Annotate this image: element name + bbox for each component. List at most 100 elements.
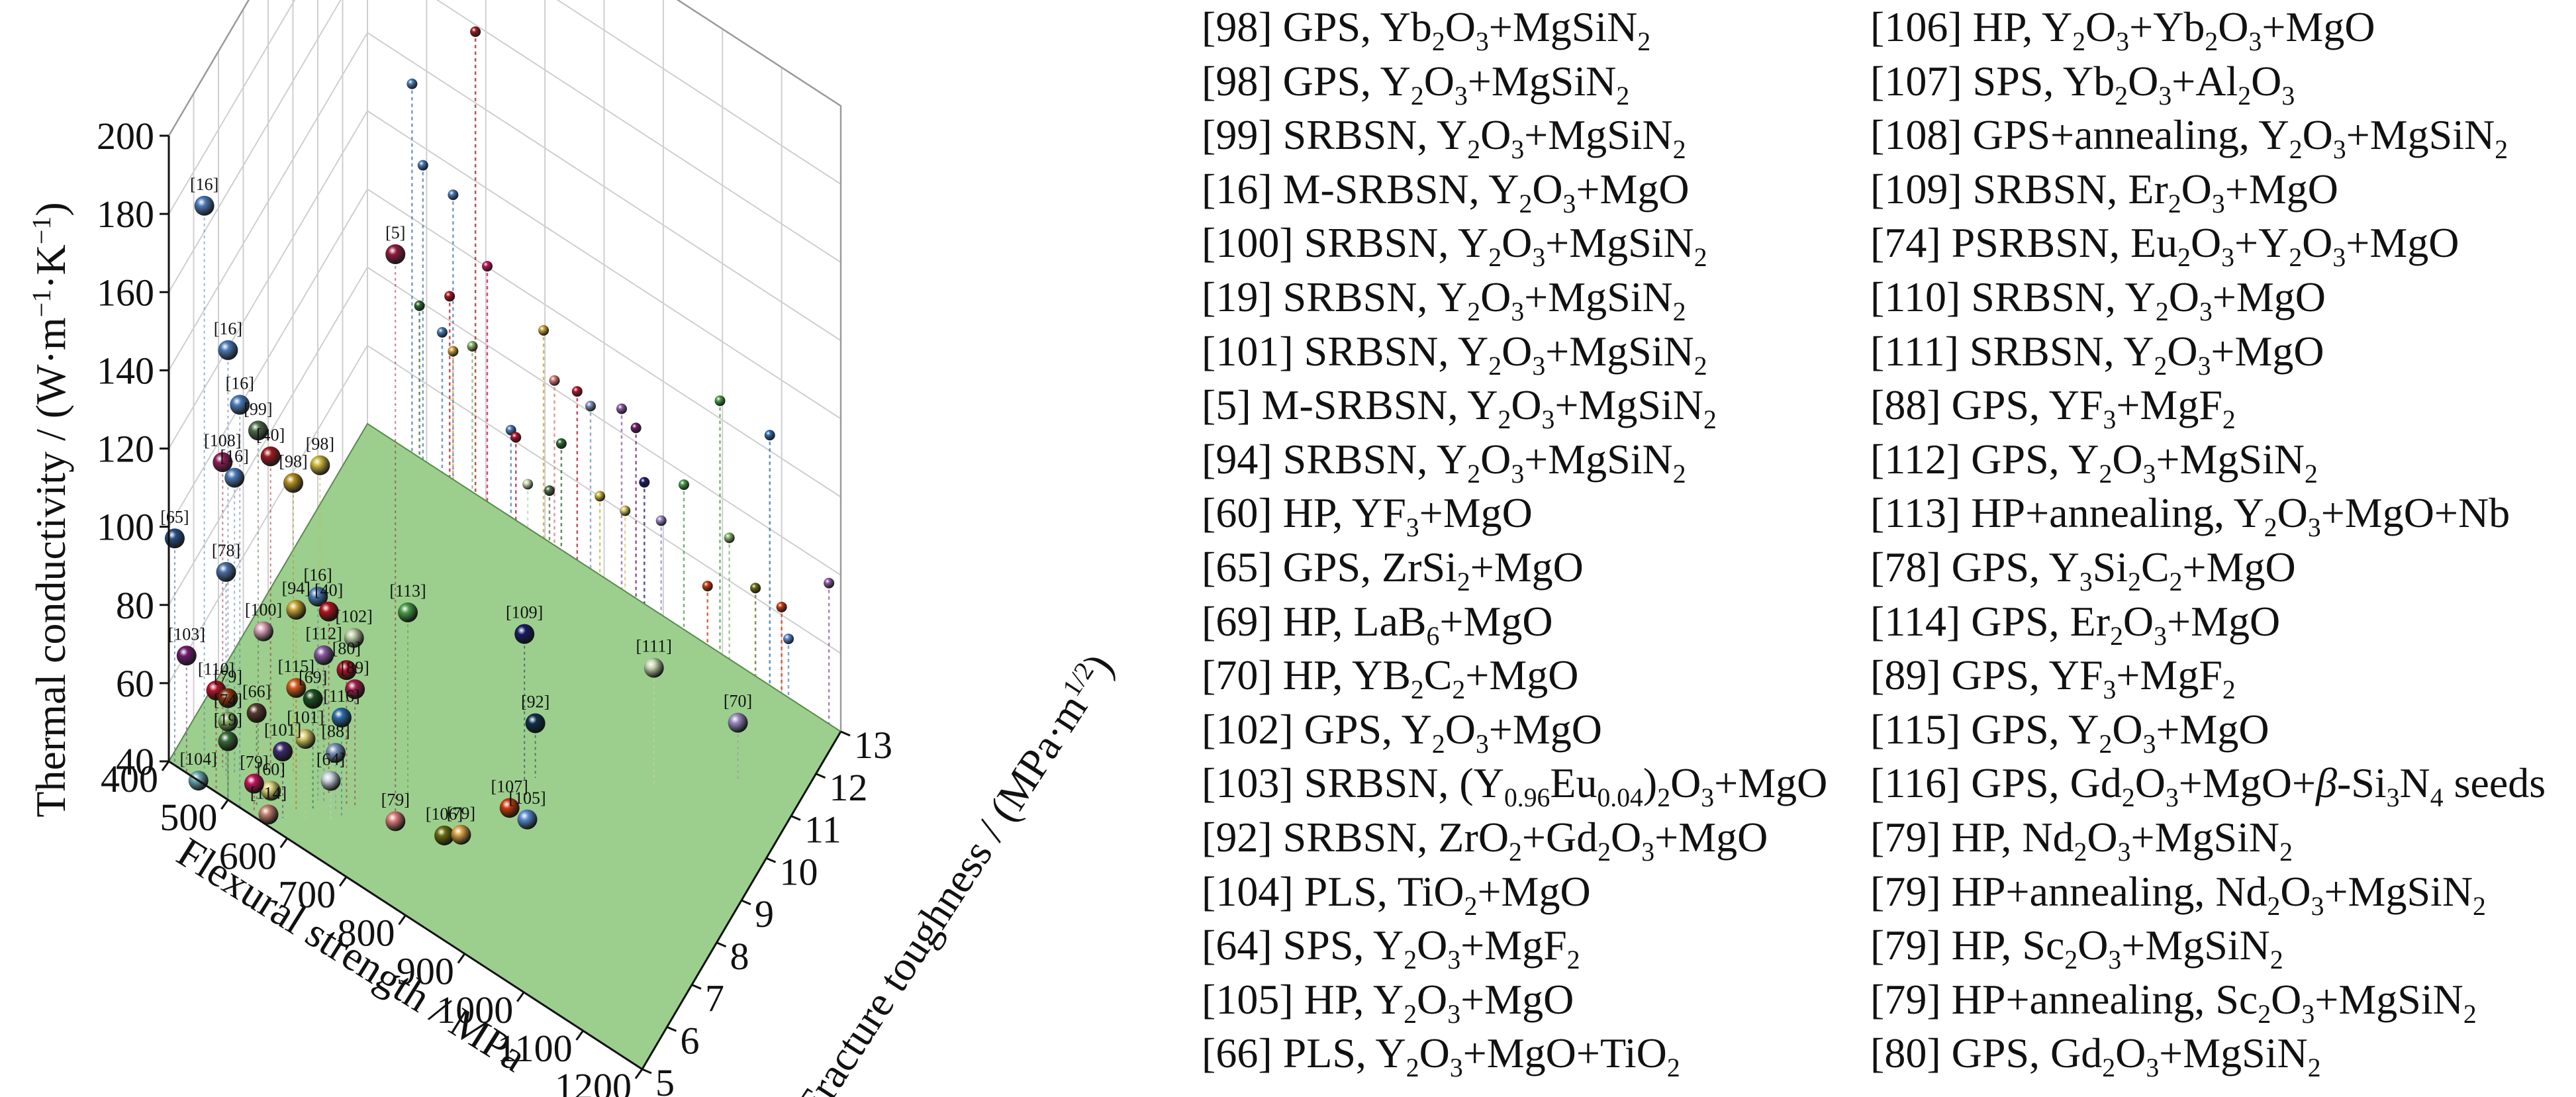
data-point-label: [111] bbox=[636, 637, 671, 656]
legend-item: [89] GPS, YF3+MgF2 bbox=[1870, 651, 2236, 704]
data-point: [116] bbox=[323, 687, 360, 728]
data-point: [74] bbox=[214, 691, 242, 732]
z-tick-label: 120 bbox=[97, 428, 154, 471]
legend-item: [79] HP, Sc2O3+MgSiN2 bbox=[1870, 922, 2283, 975]
y-tick-label: 8 bbox=[730, 935, 749, 978]
data-point-marker bbox=[434, 825, 455, 845]
back-data-point bbox=[620, 505, 631, 516]
back-data-point bbox=[571, 386, 583, 397]
data-point-label: [101] bbox=[287, 708, 324, 727]
data-point: [88] bbox=[321, 722, 350, 763]
gridline-back-z bbox=[436, 0, 841, 263]
data-point-marker bbox=[176, 645, 197, 666]
back-data-point bbox=[776, 601, 787, 612]
back-data-point bbox=[448, 189, 459, 201]
data-point-marker bbox=[514, 624, 535, 644]
data-point-label: [106] bbox=[426, 804, 463, 824]
data-point-marker bbox=[344, 628, 364, 648]
data-point-label: [116] bbox=[323, 687, 359, 706]
data-point-label: [79] bbox=[240, 753, 268, 772]
x-tick bbox=[220, 799, 229, 810]
x-tick bbox=[279, 837, 288, 849]
legend-item: [116] GPS, Gd2O3+MgO+β-Si3N4 seeds bbox=[1870, 759, 2546, 813]
drop-lines bbox=[173, 205, 739, 823]
data-points: [16][5][16][16][99][108] [40][16] [98][98]… bbox=[160, 175, 752, 845]
data-point-marker bbox=[218, 340, 238, 360]
data-point-marker bbox=[303, 689, 323, 709]
data-point-label: [16] bbox=[304, 565, 332, 585]
x-tick-label: 400 bbox=[101, 757, 158, 800]
legend-item: [69] HP, LaB6+MgO bbox=[1202, 597, 1553, 651]
legend-item: [107] SPS, Yb2O3+Al2O3 bbox=[1870, 57, 2295, 111]
legend-item: [19] SRBSN, Y2O3+MgSiN2 bbox=[1202, 273, 1686, 326]
data-point-marker bbox=[248, 420, 268, 441]
legend-item: [70] HP, YB2C2+MgO bbox=[1202, 651, 1579, 704]
data-point-marker bbox=[644, 657, 664, 678]
data-point: [115] bbox=[278, 657, 314, 698]
data-point: [79] bbox=[240, 753, 269, 794]
back-data-point bbox=[585, 401, 596, 412]
data-point-label: [99] bbox=[244, 399, 272, 418]
data-point-label: [101] bbox=[264, 720, 301, 739]
back-data-point bbox=[655, 515, 667, 526]
x-tick bbox=[338, 876, 348, 887]
x-tick-label: 700 bbox=[278, 873, 336, 916]
legend-item: [92] SRBSN, ZrO2+Gd2O3+MgO bbox=[1202, 813, 1768, 867]
x-tick-label: 1200 bbox=[555, 1065, 632, 1097]
data-point: [5] bbox=[385, 223, 405, 264]
data-point-label: [16] bbox=[190, 175, 218, 194]
data-point-marker bbox=[283, 473, 303, 493]
data-point: [102] bbox=[336, 606, 373, 648]
data-point-label: [40] bbox=[314, 581, 343, 600]
data-point-label: [98] bbox=[306, 434, 334, 453]
data-point: [101] bbox=[264, 720, 301, 762]
data-point: [113] bbox=[389, 581, 426, 622]
data-point-label: [112] bbox=[305, 624, 342, 644]
data-point: [70] bbox=[724, 692, 752, 733]
data-point: [66] bbox=[242, 682, 271, 723]
data-point: [111] bbox=[636, 637, 672, 678]
back-data-point bbox=[555, 438, 567, 449]
data-point-label: [66] bbox=[242, 682, 271, 701]
data-point-label: [78] bbox=[212, 541, 240, 560]
legend: [98] GPS, Yb2O3+MgSiN2 [98] GPS, Y2O3+MgS… bbox=[1202, 0, 2572, 1097]
data-point-label: [100] bbox=[245, 600, 282, 620]
data-point-marker bbox=[385, 244, 406, 264]
data-point-label: [115] bbox=[278, 657, 314, 676]
data-point-marker bbox=[286, 599, 307, 620]
x-tick bbox=[516, 991, 525, 1002]
legend-item: [111] SRBSN, Y2O3+MgO bbox=[1870, 327, 2324, 381]
data-point-marker bbox=[244, 773, 264, 794]
x-tick bbox=[634, 1069, 644, 1079]
legend-item: [103] SRBSN, (Y0.96Eu0.04)2O3+MgO bbox=[1202, 759, 1828, 813]
data-point-label: [92] bbox=[521, 692, 549, 711]
data-point-marker bbox=[273, 741, 293, 762]
data-point-marker bbox=[260, 446, 281, 467]
data-point-marker bbox=[218, 688, 238, 708]
legend-item: [110] SRBSN, Y2O3+MgO bbox=[1870, 273, 2326, 326]
data-point-marker bbox=[246, 702, 267, 723]
back-data-point bbox=[824, 577, 835, 589]
data-point: [16] bbox=[190, 175, 218, 216]
data-point-label: [16] bbox=[220, 447, 249, 466]
data-point-marker bbox=[336, 660, 357, 681]
y-tick-label: 6 bbox=[681, 1019, 700, 1062]
data-point-label: [40] bbox=[256, 425, 285, 444]
back-data-point bbox=[538, 325, 549, 336]
data-point-label: [16] bbox=[226, 373, 254, 393]
x-tick-label: 800 bbox=[338, 912, 395, 955]
data-point-label: [89] bbox=[340, 658, 369, 677]
data-point-marker bbox=[194, 195, 215, 216]
data-point-marker bbox=[254, 621, 273, 642]
data-point-label: [109] bbox=[506, 603, 543, 622]
z-tick-label: 200 bbox=[97, 115, 154, 158]
data-point-marker bbox=[499, 798, 520, 818]
back-data-point bbox=[595, 491, 606, 502]
data-point: [98] bbox=[306, 434, 334, 475]
data-point-label: [79] bbox=[381, 790, 410, 809]
data-point-label: [94] bbox=[282, 579, 310, 598]
legend-item: [98] GPS, Yb2O3+MgSiN2 bbox=[1202, 3, 1651, 56]
y-tick bbox=[666, 1025, 677, 1032]
y-tick bbox=[691, 984, 702, 990]
data-point-marker bbox=[230, 395, 250, 415]
